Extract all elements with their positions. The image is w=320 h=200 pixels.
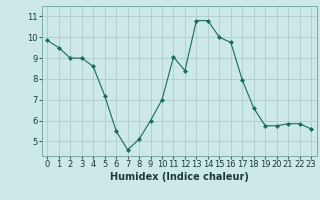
- X-axis label: Humidex (Indice chaleur): Humidex (Indice chaleur): [110, 172, 249, 182]
